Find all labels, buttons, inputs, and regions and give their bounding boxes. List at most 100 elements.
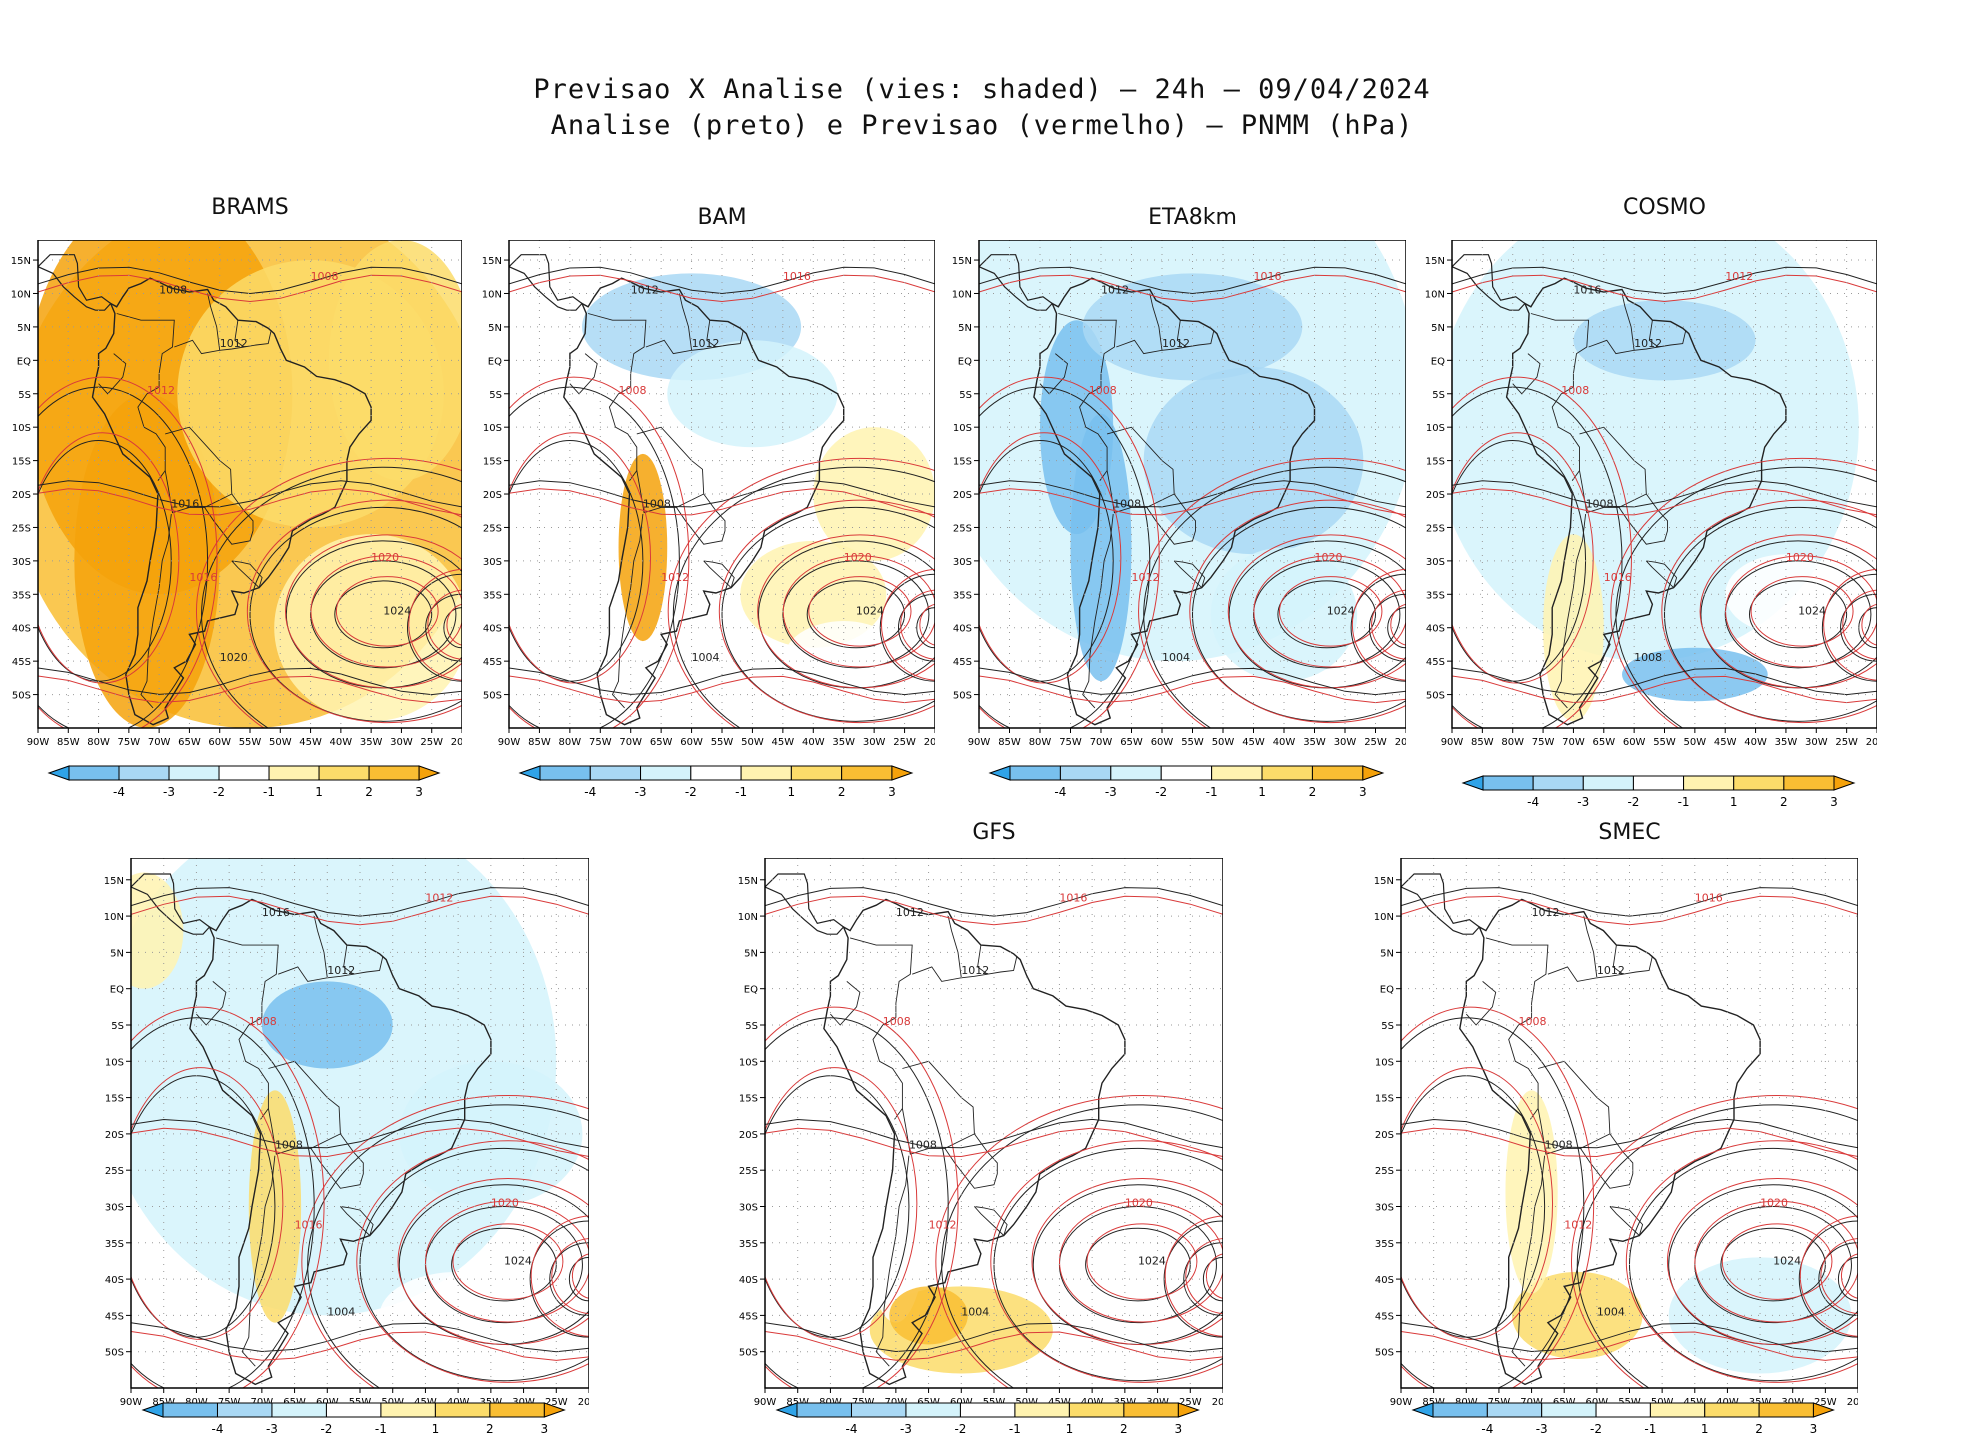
colorbar-label: 3 (1175, 1422, 1183, 1436)
lat-tick-label: 30S (1426, 557, 1445, 568)
forecast-isobar (397, 1178, 589, 1346)
lat-tick-label: 50S (1426, 691, 1445, 702)
colorbar-segment (1411, 1402, 1434, 1418)
colorbar-segment (891, 765, 914, 781)
lat-tick-label: 25S (1375, 1166, 1394, 1177)
isobar-label: 1012 (1597, 964, 1625, 977)
lon-tick-label: 50W (1684, 737, 1707, 748)
analysis-isobar (765, 1017, 949, 1388)
country-border (1554, 514, 1587, 709)
lat-tick-label: 5S (489, 390, 502, 401)
isobar-label: 1020 (491, 1196, 519, 1209)
colorbar-segment (1632, 775, 1685, 791)
country-border (231, 560, 263, 589)
panel-title-brams: BRAMS (211, 195, 289, 220)
country-border (1146, 493, 1196, 545)
lat-tick-label: 30S (1375, 1202, 1394, 1213)
central-america-outline (1401, 873, 1481, 935)
lon-tick-label: 75W (118, 737, 141, 748)
lon-tick-label: 60W (1151, 737, 1174, 748)
colorbar-segment (268, 765, 320, 781)
lat-tick-label: 45S (1375, 1311, 1394, 1322)
map-brams: 1008 1008 1012 1012 1016 1016 1020 1020 1024 15N 1… (11, 240, 462, 748)
central-america-outline (979, 254, 1054, 311)
bias-area (740, 540, 887, 648)
colorbar-segment (1758, 1402, 1815, 1418)
colorbar-eta8km: -4-3-2-11234 (988, 765, 1385, 799)
forecast-isobar (1371, 589, 1406, 660)
colorbar-segment (318, 765, 370, 781)
lat-tick-label: 35S (739, 1239, 758, 1250)
isobar-label: 1008 (159, 283, 187, 296)
forecast-isobar (1840, 1253, 1858, 1299)
country-border (1512, 353, 1541, 395)
lon-tick-label: 35W (1303, 737, 1326, 748)
lon-tick-label: 45W (1714, 737, 1737, 748)
lat-tick-label: 5N (1380, 948, 1394, 959)
country-border (1173, 560, 1206, 589)
lon-tick-label: 20W (1395, 737, 1406, 748)
analysis-isobar (1798, 1220, 1858, 1338)
forecast-isobar (1661, 499, 1877, 724)
lon-tick-label: 75W (1532, 737, 1555, 748)
colorbar-label: -2 (1155, 785, 1167, 799)
forecast-isobar (935, 1095, 1223, 1388)
isobar-label: 1008 (643, 497, 671, 510)
analysis-isobar (131, 1322, 589, 1353)
forecast-isobar (1059, 1200, 1223, 1323)
lon-tick-label: 80W (1501, 737, 1524, 748)
forecast-isobar (765, 1006, 959, 1388)
colorbar-label: -4 (1054, 785, 1066, 799)
lat-tick-label: EQ (958, 356, 972, 367)
isobar-label: 1020 (1786, 551, 1814, 564)
analysis-isobar (1143, 466, 1406, 728)
forecast-isobar (765, 1331, 1223, 1361)
isobar-label: 1012 (896, 906, 924, 919)
forecast-isobar (38, 488, 462, 516)
analysis-isobar (1350, 573, 1406, 682)
forecast-isobar (979, 488, 1406, 516)
forecast-isobar (1390, 603, 1406, 646)
colorbar-segment (1014, 1402, 1071, 1418)
colorbar-bam: -4-3-2-11234 (518, 765, 914, 799)
country-border (706, 320, 744, 348)
title-line-1: Previsao X Analise (vies: shaded) – 24h … (533, 74, 1431, 105)
forecast-isobar (1401, 1331, 1858, 1361)
central-america-outline (131, 873, 211, 935)
country-border (1082, 514, 1114, 709)
forecast-isobar (196, 457, 462, 728)
bias-area (889, 1286, 968, 1345)
forecast-isobar (765, 1127, 1223, 1158)
forecast-isobar (551, 1238, 589, 1315)
lat-tick-label: EQ (17, 356, 31, 367)
map-smec: 1012 1016 1012 1008 1008 1012 1004 1020 1024 15N 1… (1374, 858, 1858, 1408)
country-border (849, 937, 913, 1018)
colorbar-label: 3 (541, 1422, 549, 1436)
colorbar-segment (418, 765, 441, 781)
analysis-isobar (979, 266, 1406, 295)
country-border (238, 1017, 269, 1120)
analysis-isobar (334, 580, 433, 649)
forecast-isobar (446, 603, 462, 646)
lon-tick-label: 75W (1059, 737, 1082, 748)
country-border (872, 1017, 903, 1120)
colorbar-label: 1 (1258, 785, 1266, 799)
colorbar-label: -1 (1678, 795, 1690, 809)
colorbar-segment (960, 1402, 1016, 1418)
analysis-isobar (979, 667, 1406, 696)
forecast-isobar (1401, 1127, 1858, 1158)
lat-tick-label: 35S (105, 1239, 124, 1250)
forecast-isobar (131, 1127, 589, 1158)
colorbar-gfs: -4-3-2-11234 (775, 1402, 1201, 1436)
colorbar-segment (1160, 765, 1213, 781)
colorbar-label: 2 (1120, 1422, 1128, 1436)
analysis-isobar (549, 1242, 589, 1316)
lat-tick-label: 40S (483, 624, 502, 635)
lat-tick-label: 15N (104, 876, 124, 887)
lon-tick-label: 80W (559, 737, 582, 748)
colorbar-segment (380, 1402, 437, 1418)
forecast-isobar (1452, 376, 1632, 728)
lat-tick-label: 15S (105, 1094, 124, 1105)
isobar-label: 1020 (1760, 1196, 1788, 1209)
bias-area (1505, 1090, 1558, 1294)
